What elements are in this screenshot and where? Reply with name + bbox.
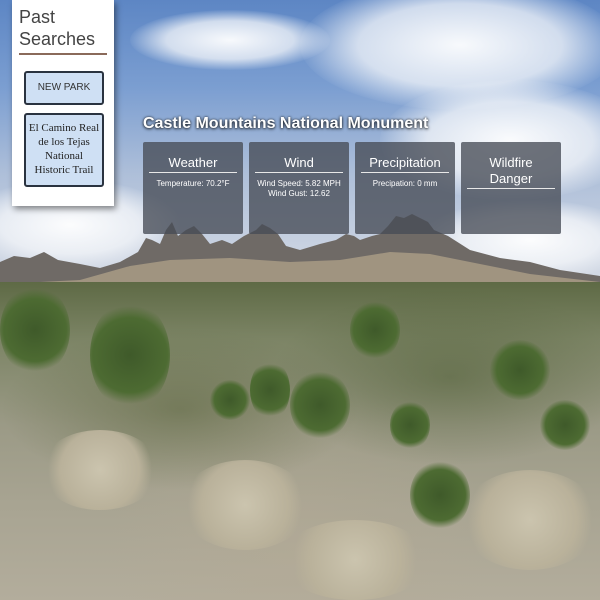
dry-brush <box>280 520 430 600</box>
shrub <box>0 285 70 375</box>
weather-card: Weather Temperature: 70.2°F <box>143 142 243 234</box>
temperature-value: Temperature: 70.2°F <box>156 179 230 188</box>
past-searches-panel: Past Searches NEW PARK El Camino Real de… <box>12 0 114 206</box>
past-search-item-button[interactable]: El Camino Real de los Tejas National His… <box>24 113 104 187</box>
dry-brush <box>40 430 160 510</box>
wind-card: Wind Wind Speed: 5.82 MPH Wind Gust: 12.… <box>249 142 349 234</box>
shrub <box>390 400 430 450</box>
cloud <box>130 10 330 70</box>
precipitation-card: Precipitation Precipation: 0 mm <box>355 142 455 234</box>
shrub <box>490 340 550 400</box>
park-title: Castle Mountains National Monument <box>143 115 429 132</box>
precipitation-value: Precipation: 0 mm <box>372 179 438 188</box>
shrub <box>210 380 250 420</box>
dry-brush <box>460 470 600 570</box>
precipitation-card-title: Precipitation <box>361 155 449 173</box>
wind-gust-value: Wind Gust: 12.62 <box>268 189 330 198</box>
wildfire-danger-card-title: Wildfire Danger <box>467 155 555 189</box>
shrub <box>540 400 590 450</box>
shrub <box>290 370 350 440</box>
dry-brush <box>180 460 310 550</box>
wildfire-danger-card: Wildfire Danger <box>461 142 561 234</box>
new-park-button[interactable]: NEW PARK <box>24 71 104 105</box>
shrub <box>350 300 400 360</box>
wind-card-title: Wind <box>255 155 343 173</box>
shrub <box>250 360 290 420</box>
past-searches-title: Past Searches <box>19 6 107 55</box>
weather-card-title: Weather <box>149 155 237 173</box>
shrub <box>90 300 170 410</box>
wind-speed-value: Wind Speed: 5.82 MPH <box>257 179 341 188</box>
